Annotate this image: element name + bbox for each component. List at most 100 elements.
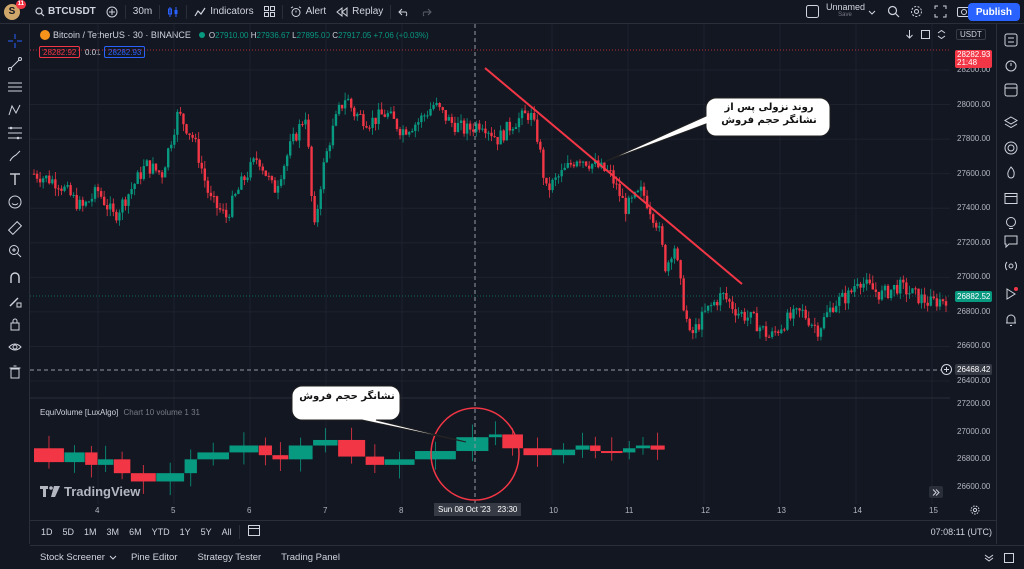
timeframe-button[interactable]: 5D: [62, 526, 75, 537]
candle-body: [261, 166, 264, 171]
emoji-tool[interactable]: [7, 194, 23, 210]
measure-tool[interactable]: [7, 220, 23, 236]
symbol-search-button[interactable]: BTCUSDT: [30, 0, 101, 24]
chart-type-button[interactable]: [162, 0, 184, 24]
indicators-button[interactable]: Indicators: [189, 0, 258, 24]
tab-trading-panel[interactable]: Trading Panel: [281, 552, 340, 563]
tab-pine-editor[interactable]: Pine Editor: [130, 552, 178, 563]
chevron-down-icon[interactable]: [109, 555, 117, 561]
hide-drawings-tool[interactable]: [7, 339, 23, 355]
fullscreen-button[interactable]: [934, 5, 947, 21]
candle-body: [273, 180, 277, 193]
live-button[interactable]: [1003, 286, 1019, 302]
layout-dropdown[interactable]: [868, 7, 876, 19]
candle-body: [694, 324, 698, 334]
add-alert-plus-button[interactable]: [941, 364, 952, 378]
collapse-panel-button[interactable]: [984, 553, 994, 566]
lock-drawings-tool[interactable]: [7, 316, 23, 332]
fib-tool[interactable]: [7, 125, 23, 141]
layout-toggle-button[interactable]: [806, 5, 819, 21]
quick-search-button[interactable]: [887, 5, 900, 21]
candle-body: [636, 190, 640, 193]
timeframe-button[interactable]: 3M: [106, 526, 120, 537]
settings-button[interactable]: [910, 5, 923, 21]
hotlists-button[interactable]: [1003, 140, 1019, 156]
timeframe-button[interactable]: 6M: [129, 526, 142, 537]
candle-body: [334, 114, 338, 126]
series-title[interactable]: Bitcoin / TetherUS · 30 · BINANCE: [53, 30, 191, 40]
chats-button[interactable]: [1003, 233, 1019, 249]
watchlist-button[interactable]: [1003, 32, 1019, 48]
notifications-button[interactable]: [1003, 312, 1019, 328]
buy-button[interactable]: 28282.93: [104, 46, 146, 58]
timeframe-button[interactable]: 5Y: [200, 526, 212, 537]
price-chart[interactable]: [30, 24, 950, 520]
candle-body: [41, 178, 45, 183]
trending-button[interactable]: [1003, 165, 1019, 181]
scroll-to-realtime-button[interactable]: [929, 486, 943, 498]
stay-drawing-tool[interactable]: [7, 293, 23, 309]
magnet-tool[interactable]: [7, 270, 23, 286]
candle-body: [279, 179, 283, 186]
sell-button[interactable]: 28282.92: [39, 46, 81, 58]
timeframe-button[interactable]: 1D: [41, 526, 53, 537]
go-to-date-button[interactable]: [247, 524, 260, 539]
candle-body: [786, 312, 789, 330]
timeframe-button[interactable]: 1Y: [179, 526, 191, 537]
timeframe-button[interactable]: All: [221, 526, 232, 537]
text-tool[interactable]: [7, 171, 23, 187]
data-window-button[interactable]: [1003, 82, 1019, 98]
timeframe-button[interactable]: 1M: [84, 526, 97, 537]
user-avatar[interactable]: S 11: [4, 0, 26, 20]
candle-body: [78, 199, 81, 210]
highlight-circle[interactable]: [430, 407, 520, 501]
candle-body: [926, 302, 929, 306]
brush-icon: [9, 150, 21, 162]
publish-button[interactable]: Publish: [967, 3, 1020, 21]
alerts-button[interactable]: [1003, 57, 1019, 73]
pattern-tool[interactable]: [7, 102, 23, 118]
currency-selector[interactable]: USDT: [956, 29, 986, 40]
candle-body: [240, 176, 243, 190]
replay-button[interactable]: Replay: [331, 0, 388, 24]
scroll-down-button[interactable]: [905, 30, 914, 42]
layout-name-button[interactable]: Unnamed Save: [826, 2, 865, 18]
equivolume-box: [34, 448, 64, 463]
maximize-pane-button[interactable]: [921, 30, 930, 42]
tab-stock-screener[interactable]: Stock Screener: [40, 552, 105, 563]
timeframe-button[interactable]: YTD: [151, 526, 170, 537]
collapse-pane-button[interactable]: [937, 29, 946, 42]
streams-button[interactable]: [1003, 258, 1019, 274]
horizontal-lines-tool[interactable]: [7, 79, 23, 95]
candle-body: [496, 137, 499, 145]
compare-symbol-button[interactable]: [101, 0, 123, 24]
tab-strategy-tester[interactable]: Strategy Tester: [197, 552, 262, 563]
callout-bottom[interactable]: [291, 385, 467, 443]
trendline-drawing[interactable]: [484, 67, 743, 285]
brush-tool[interactable]: [7, 148, 23, 164]
interval-button[interactable]: 30m: [132, 6, 153, 17]
indicator-axis-label: 27200.00: [957, 399, 991, 408]
zoom-tool[interactable]: [7, 243, 23, 259]
indicator-legend[interactable]: EquiVolume [LuxAlgo] Chart 10 volume 1 3…: [40, 408, 200, 417]
undo-button[interactable]: [393, 0, 415, 24]
equivolume-box: [552, 449, 576, 456]
crosshair-tool[interactable]: [7, 33, 23, 49]
object-tree-button[interactable]: [1003, 115, 1019, 131]
maximize-panel-button[interactable]: [1004, 553, 1014, 566]
ideas-button[interactable]: [1003, 215, 1019, 231]
calendar-button[interactable]: [1003, 190, 1019, 206]
trend-line-tool[interactable]: [7, 56, 23, 72]
remove-drawings-tool[interactable]: [7, 364, 23, 380]
callout-top[interactable]: [603, 97, 831, 163]
clock-display[interactable]: 07:08:11 (UTC): [930, 526, 992, 537]
candle-body: [709, 305, 713, 307]
alert-button[interactable]: Alert: [285, 0, 332, 24]
candle-body: [682, 278, 685, 311]
candle-body: [84, 201, 88, 206]
templates-button[interactable]: [259, 0, 280, 24]
axis-settings-button[interactable]: [970, 505, 980, 518]
redo-button[interactable]: [415, 0, 437, 24]
price-axis-label: 27000.00: [957, 272, 991, 282]
candle-body: [508, 121, 512, 131]
